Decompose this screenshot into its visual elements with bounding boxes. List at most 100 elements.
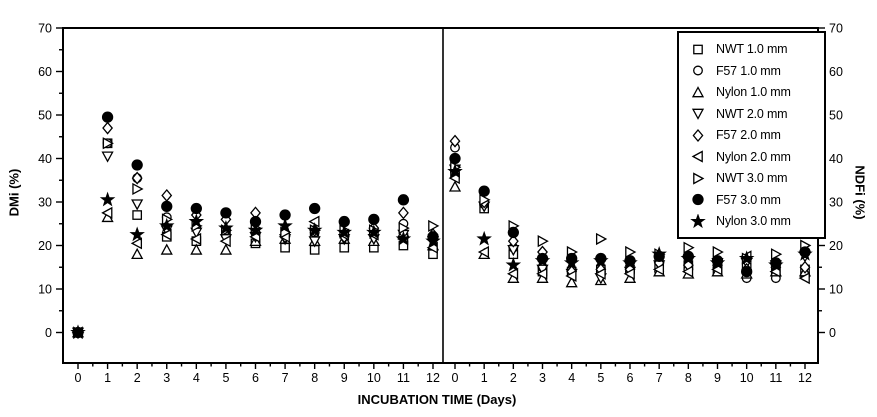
data-point-marker xyxy=(395,230,412,246)
data-point-marker xyxy=(536,267,548,280)
tick-label: 30 xyxy=(829,196,843,210)
data-point-marker xyxy=(189,232,202,246)
legend-item: NWT 3.0 mm xyxy=(689,169,822,188)
tick-label: 9 xyxy=(341,371,348,385)
legend-item: F57 3.0 mm xyxy=(689,190,822,209)
legend-marker-icon xyxy=(692,193,704,206)
data-point-marker xyxy=(507,226,519,239)
data-point-marker xyxy=(130,237,143,250)
legend-item-label: NWT 3.0 mm xyxy=(716,171,788,185)
tick-label: 10 xyxy=(829,283,843,297)
tick-label: 12 xyxy=(426,371,440,385)
data-point-marker xyxy=(691,85,705,97)
legend-item: NWT 2.0 mm xyxy=(689,104,822,123)
legend-marker-icon xyxy=(693,171,705,185)
data-point-marker xyxy=(219,235,231,248)
data-point-marker xyxy=(449,134,461,148)
tick-label: 20 xyxy=(829,239,843,253)
tick-label: 5 xyxy=(222,371,229,385)
data-point-marker xyxy=(158,217,175,233)
tick-label: 7 xyxy=(656,371,663,385)
data-point-marker xyxy=(190,243,203,255)
data-point-marker xyxy=(188,213,205,229)
tick-label: 0 xyxy=(75,371,82,385)
data-point-marker xyxy=(693,65,703,76)
legend: NWT 1.0 mm F57 1.0 mm Nylon 1.0 mm NWT 2… xyxy=(677,31,826,239)
data-point-marker xyxy=(768,256,784,272)
data-point-marker xyxy=(131,159,143,171)
data-point-marker xyxy=(306,222,323,237)
tick-label: 11 xyxy=(397,371,410,385)
data-point-marker xyxy=(160,228,172,241)
data-point-marker xyxy=(476,230,492,246)
legend-marker-icon xyxy=(691,108,705,120)
data-point-marker xyxy=(132,210,143,220)
data-point-marker xyxy=(712,245,724,259)
tick-label: 4 xyxy=(193,371,200,385)
data-point-marker xyxy=(681,265,694,278)
data-point-marker xyxy=(428,219,440,233)
data-point-marker xyxy=(651,246,667,261)
data-point-marker xyxy=(623,267,635,280)
tick-label: 40 xyxy=(38,152,52,166)
data-point-marker xyxy=(534,252,551,268)
data-point-marker xyxy=(680,250,697,266)
data-point-marker xyxy=(693,44,703,54)
data-point-marker xyxy=(537,235,549,248)
legend-item-label: F57 3.0 mm xyxy=(716,192,781,207)
tick-label: 12 xyxy=(798,371,812,385)
tick-label: 1 xyxy=(104,371,111,385)
data-point-marker xyxy=(131,199,144,211)
legend-marker-icon xyxy=(692,128,704,142)
tick-label: 40 xyxy=(829,152,843,166)
data-point-marker xyxy=(219,243,233,255)
tick-label: 8 xyxy=(311,371,318,385)
x-axis-title: INCUBATION TIME (Days) xyxy=(357,392,517,407)
legend-item: Nylon 3.0 mm xyxy=(689,212,822,231)
tick-label: 70 xyxy=(38,22,52,36)
data-point-marker xyxy=(565,276,578,288)
data-point-marker xyxy=(505,256,522,272)
data-point-marker xyxy=(366,224,382,240)
left-panel-points xyxy=(70,111,441,340)
data-point-marker xyxy=(368,213,380,226)
tick-label: 0 xyxy=(829,326,836,340)
legend-item: F57 1.0 mm xyxy=(689,61,822,80)
data-point-marker xyxy=(247,222,264,237)
data-point-marker xyxy=(683,241,695,254)
tick-label: 2 xyxy=(510,371,517,385)
data-point-marker xyxy=(101,206,113,219)
data-point-marker xyxy=(506,267,519,280)
data-point-marker xyxy=(565,269,577,283)
data-point-marker xyxy=(131,247,144,260)
tick-label: 6 xyxy=(252,371,259,385)
data-point-marker xyxy=(101,151,114,163)
data-point-marker xyxy=(190,202,202,215)
tick-label: 70 xyxy=(829,22,843,36)
data-point-marker xyxy=(397,206,409,220)
data-point-marker xyxy=(102,121,114,135)
tick-label: 10 xyxy=(38,283,52,297)
tick-label: 50 xyxy=(829,109,843,123)
data-point-marker xyxy=(70,324,86,340)
data-point-marker xyxy=(709,254,726,270)
legend-item: NWT 1.0 mm xyxy=(689,40,822,59)
data-point-marker xyxy=(398,222,410,235)
tick-label: 30 xyxy=(38,196,52,210)
data-point-marker xyxy=(622,254,638,270)
tick-label: 20 xyxy=(38,239,52,253)
tick-label: 1 xyxy=(481,371,488,385)
data-point-marker xyxy=(563,254,580,270)
legend-marker-icon xyxy=(691,150,703,163)
data-point-marker xyxy=(308,236,321,248)
data-point-marker xyxy=(690,213,706,228)
data-point-marker xyxy=(507,234,519,248)
tick-label: 9 xyxy=(714,371,721,385)
data-point-marker xyxy=(741,265,753,278)
tick-label: 6 xyxy=(627,371,634,385)
tick-label: 10 xyxy=(740,371,754,385)
tick-label: 4 xyxy=(568,371,575,385)
data-point-marker xyxy=(625,245,637,259)
